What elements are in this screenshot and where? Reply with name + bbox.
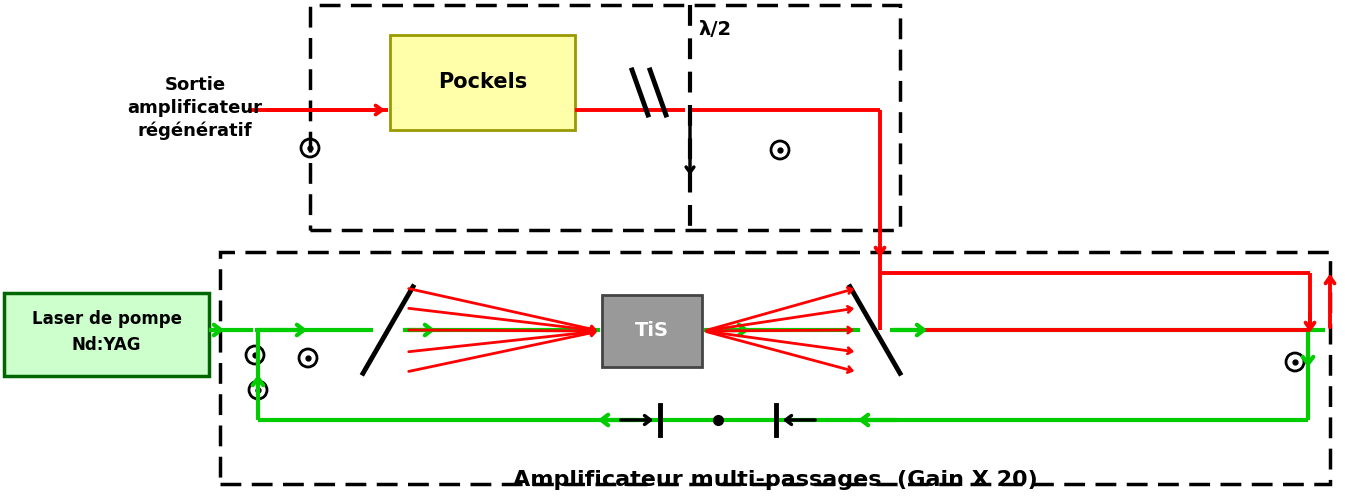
Bar — [221, 252, 1330, 484]
Text: Pockels: Pockels — [438, 72, 527, 92]
Text: Amplificateur multi-passages  (Gain X 20): Amplificateur multi-passages (Gain X 20) — [512, 470, 1037, 490]
Text: λ/2: λ/2 — [698, 20, 732, 39]
Text: Laser de pompe: Laser de pompe — [31, 310, 182, 328]
Text: Sortie: Sortie — [164, 76, 226, 94]
Bar — [309, 5, 900, 230]
Text: amplificateur: amplificateur — [128, 99, 262, 117]
Bar — [603, 295, 702, 367]
Bar — [4, 293, 208, 376]
Text: Nd:YAG: Nd:YAG — [71, 336, 141, 354]
Text: régénératif: régénératif — [137, 122, 253, 140]
Bar — [390, 35, 576, 130]
Text: TiS: TiS — [635, 321, 668, 340]
